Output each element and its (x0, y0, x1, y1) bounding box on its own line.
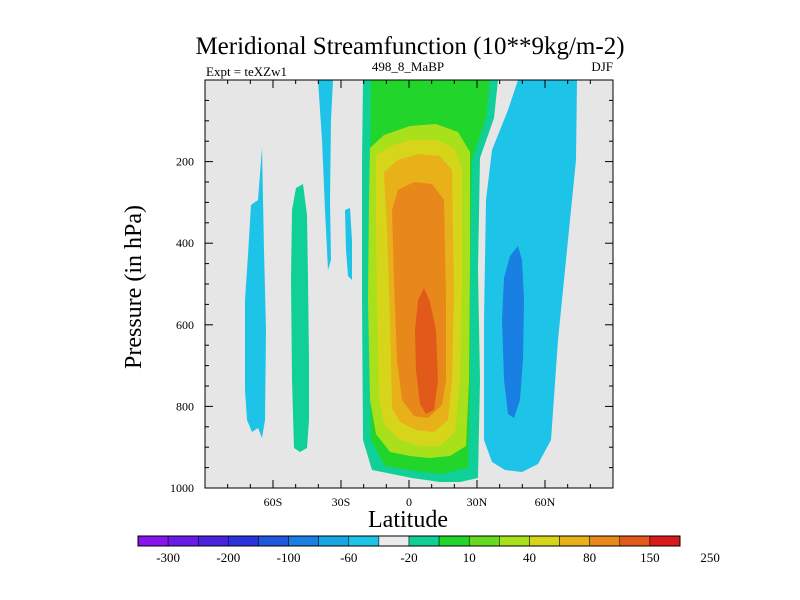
colorbar-swatch (559, 535, 590, 547)
x-axis-label: Latitude (368, 507, 448, 533)
y-tick-label: 200 (176, 155, 194, 169)
x-tick-label: 30N (467, 495, 488, 509)
colorbar-swatch (288, 535, 319, 547)
colorbar-swatch (167, 535, 199, 547)
contour-neg-cell-60S (245, 148, 266, 438)
subtitle-left: Expt = teXZw1 (206, 64, 287, 79)
colorbar-label: 150 (640, 550, 660, 565)
contour-neg-streak-30S (318, 80, 333, 270)
subtitle-center: 498_8_MaBP (372, 59, 444, 74)
colorbar-swatch (589, 535, 621, 547)
y-tick-label: 800 (176, 399, 194, 413)
colorbar-swatch (529, 535, 560, 547)
x-tick-label: 30S (332, 495, 351, 509)
colorbar-swatch (438, 535, 470, 547)
y-axis: 200 400 600 800 1000 (170, 99, 613, 495)
colorbar-label: -100 (277, 550, 301, 565)
colorbar-swatch (348, 535, 380, 547)
colorbar-label: -60 (340, 550, 357, 565)
colorbar-label: -300 (156, 550, 180, 565)
contour-hadley-cell-250 (415, 288, 438, 414)
subtitle-right: DJF (591, 59, 613, 74)
colorbar: -300 -200 -100 -60 -20 10 40 80 150 250 (137, 535, 720, 565)
colorbar-swatch (468, 535, 500, 547)
y-tick-label: 600 (176, 318, 194, 332)
colorbar-swatch (258, 535, 289, 547)
chart-title: Meridional Streamfunction (10**9kg/m-2) (195, 33, 624, 60)
colorbar-label: 40 (523, 550, 536, 565)
colorbar-label: 10 (463, 550, 476, 565)
x-axis: 60S 30S 0 30N 60N (227, 80, 591, 509)
colorbar-swatch (197, 535, 229, 547)
colorbar-label: -200 (216, 550, 240, 565)
y-tick-label: 1000 (170, 481, 194, 495)
colorbar-label: -20 (400, 550, 417, 565)
x-tick-label: 60S (264, 495, 283, 509)
y-axis-label: Pressure (in hPa) (121, 205, 147, 369)
contour-ferrel-cell-60 (502, 246, 524, 418)
contour-fields (245, 80, 577, 482)
y-tick-label: 400 (176, 236, 194, 250)
colorbar-swatch (408, 535, 440, 547)
colorbar-swatch (137, 535, 169, 547)
colorbar-swatch (378, 535, 410, 547)
colorbar-label: 80 (583, 550, 596, 565)
x-tick-label: 0 (406, 495, 412, 509)
colorbar-swatch (619, 535, 651, 547)
colorbar-frame (137, 535, 681, 547)
contour-neg-streak-25S (345, 208, 352, 280)
colorbar-swatch (318, 535, 350, 547)
colorbar-label: 250 (700, 550, 720, 565)
colorbar-swatch (649, 535, 681, 547)
x-tick-label: 60N (535, 495, 556, 509)
contour-pos-cell-45S (291, 184, 309, 452)
colorbar-swatch (228, 535, 259, 547)
colorbar-swatch (499, 535, 530, 547)
